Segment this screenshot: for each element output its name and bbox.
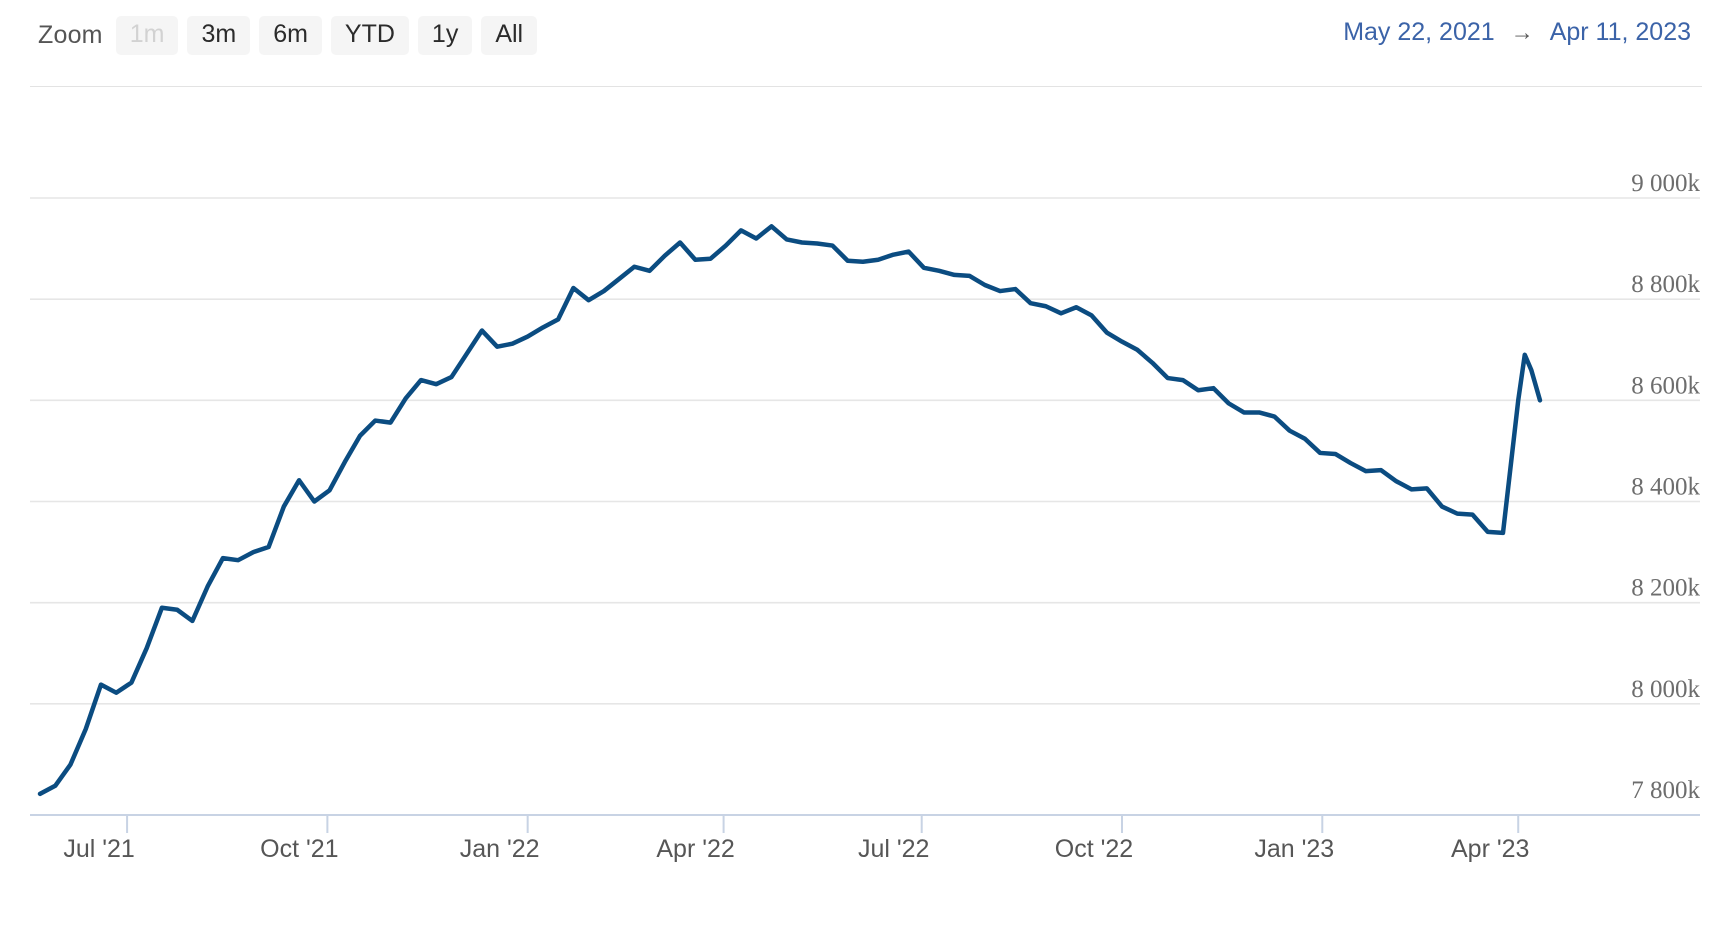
x-axis-tick-label: Oct '21 xyxy=(260,835,338,863)
y-axis-tick-label: 8 800k xyxy=(1631,271,1700,298)
arrow-right-icon: → xyxy=(1510,19,1534,45)
y-axis-tick-label: 8 400k xyxy=(1631,474,1700,501)
zoom-button-ytd[interactable]: YTD xyxy=(330,16,409,55)
zoom-range-selector: Zoom 1m 3m 6m YTD 1y All xyxy=(38,16,538,55)
x-axis-tick-label: Apr '23 xyxy=(1451,835,1529,863)
date-range-to[interactable]: Apr 11, 2023 xyxy=(1549,18,1691,46)
zoom-button-1y[interactable]: 1y xyxy=(417,16,473,55)
zoom-button-3m[interactable]: 3m xyxy=(187,16,251,55)
x-axis-tick-label: Apr '22 xyxy=(656,835,734,863)
date-range-from[interactable]: May 22, 2021 xyxy=(1343,18,1495,46)
chart-toolbar: Zoom 1m 3m 6m YTD 1y All May 22, 2021 → … xyxy=(0,0,1725,87)
gridlines-group xyxy=(30,197,1700,705)
zoom-label: Zoom xyxy=(38,21,103,49)
toolbar-divider xyxy=(30,86,1702,87)
x-axis-tick-label: Jan '23 xyxy=(1254,835,1334,863)
x-axis-tick-label: Jul '21 xyxy=(63,835,134,863)
y-axis-tick-label: 8 000k xyxy=(1631,676,1700,703)
y-axis-tick-label: 8 200k xyxy=(1631,575,1700,602)
date-range-selector: May 22, 2021 → Apr 11, 2023 xyxy=(1343,18,1691,47)
y-axis-tick-label: 9 000k xyxy=(1631,170,1700,197)
y-axis-labels: 9 000k 8 800k 8 600k 8 400k 8 200k 8 000k 7 80… xyxy=(1631,170,1700,804)
series-line xyxy=(37,224,1543,797)
x-axis-tick-label: Oct '22 xyxy=(1055,835,1133,863)
y-axis-tick-label: 7 800k xyxy=(1631,777,1700,804)
chart-container[interactable]: 9 000k 8 800k 8 600k 8 400k 8 200k 8 000k 7 80… xyxy=(0,86,1725,951)
zoom-button-6m[interactable]: 6m xyxy=(259,16,322,55)
x-axis-tick-label: Jul '22 xyxy=(858,835,929,863)
y-axis-tick-label: 8 600k xyxy=(1631,372,1700,399)
x-axis-labels: Jul '21 Oct '21 Jan '22 Apr '22 Jul '22 Oct '… xyxy=(30,814,1700,863)
x-axis-tick-label: Jan '22 xyxy=(460,835,540,863)
series-group xyxy=(37,224,1543,797)
line-chart-svg[interactable]: 9 000k 8 800k 8 600k 8 400k 8 200k 8 000k 7 80… xyxy=(0,86,1725,951)
zoom-button-all[interactable]: All xyxy=(481,16,538,55)
zoom-button-1m[interactable]: 1m xyxy=(115,16,179,55)
